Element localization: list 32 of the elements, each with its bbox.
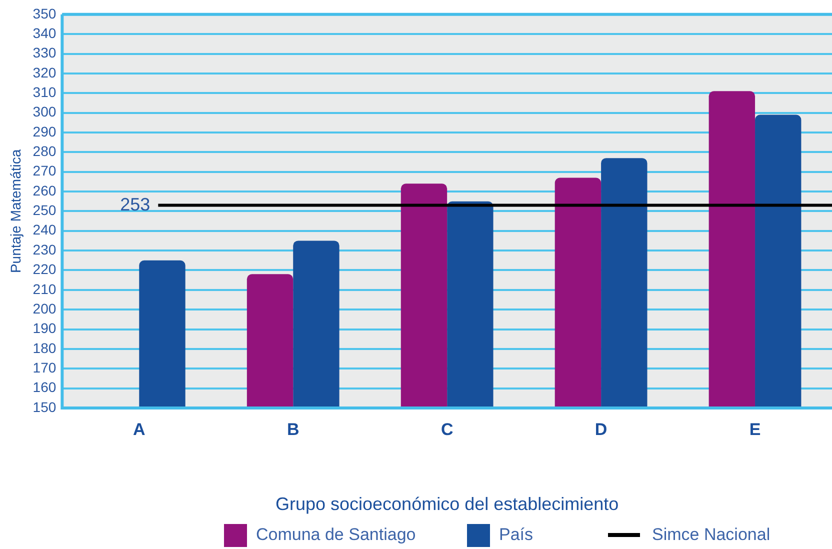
x-tick-label: D [594,420,608,439]
y-tick-label: 330 [32,44,56,61]
x-tick-label: B [286,420,300,439]
y-tick-label: 350 [32,5,56,22]
x-tick-label: A [133,420,146,439]
y-tick-label: 310 [32,84,56,100]
y-tick-label: 290 [32,123,56,140]
y-tick-label: 270 [32,162,56,179]
legend-label: País [499,525,534,545]
y-tick-label: 240 [32,222,56,238]
y-tick-label: 320 [32,64,56,80]
y-axis-title: Puntaje Matemática [7,149,24,274]
y-tick-label: 200 [32,300,56,316]
y-tick-label: 170 [32,360,56,376]
annotation: 253 [120,194,150,214]
y-tick-label: 220 [32,261,56,278]
y-tick-label: 210 [32,280,56,297]
y-tick-label: 260 [32,182,56,198]
y-tick-label: 230 [32,241,56,258]
legend-label: Comuna de Santiago [256,525,416,545]
y-tick-label: 280 [32,143,56,160]
x-tick-label: C [440,420,454,439]
x-axis-title: Grupo socioeconómico del establecimiento [275,494,619,514]
y-tick-label: 160 [32,379,56,396]
y-tick-label: 250 [32,202,56,218]
y-tick-label: 180 [32,340,56,356]
y-tick-label: 150 [32,398,56,415]
x-tick-label: E [749,420,761,439]
y-tick-label: 300 [32,104,56,120]
y-tick-label: 340 [32,24,56,41]
legend-label: Simce Nacional [652,525,770,545]
y-tick-label: 190 [32,320,56,336]
